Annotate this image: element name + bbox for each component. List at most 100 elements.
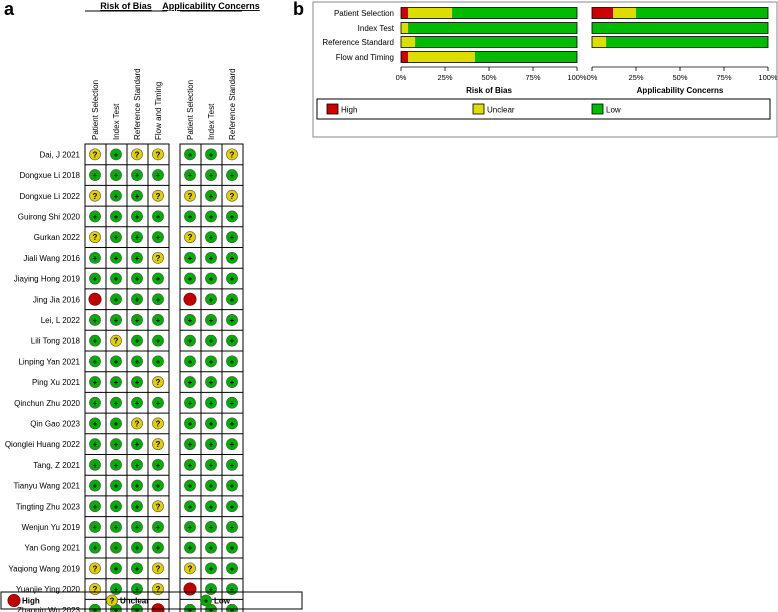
risk-marker-symbol: +: [114, 212, 119, 221]
risk-marker: [110, 189, 122, 202]
legend-label-low: Low: [214, 597, 231, 606]
applicability-marker: [184, 210, 196, 223]
risk-marker: [110, 458, 122, 471]
risk-marker-symbol: +: [93, 440, 98, 449]
risk-marker-symbol: +: [93, 399, 98, 408]
risk-marker-symbol: +: [114, 585, 119, 594]
risk-marker-symbol: +: [156, 212, 161, 221]
risk-marker: [152, 479, 164, 492]
risk-marker-symbol: ?: [156, 440, 161, 449]
applicability-marker-symbol: +: [230, 399, 235, 408]
risk-marker: [152, 438, 164, 451]
risk-marker-symbol: +: [93, 502, 98, 511]
bar-outline: [400, 22, 578, 34]
applicability-marker: [226, 603, 238, 612]
study-label: Qinchun Zhu 2020: [14, 399, 80, 408]
applicability-marker: [184, 251, 196, 264]
applicability-marker-symbol: +: [188, 275, 193, 284]
applicability-marker-symbol: +: [188, 482, 193, 491]
risk-marker: [110, 438, 122, 451]
study-label: Jiaying Hong 2019: [14, 275, 81, 284]
risk-marker-symbol: +: [93, 461, 98, 470]
risk-column-header: Flow and Timing: [154, 82, 163, 140]
risk-marker: [110, 562, 122, 575]
risk-marker: [89, 562, 101, 575]
applicability-marker: [226, 189, 238, 202]
risk-marker: [131, 189, 143, 202]
risk-marker: [89, 417, 101, 430]
risk-marker: [152, 376, 164, 388]
applicability-marker: [184, 521, 196, 533]
bar-segment: [592, 7, 614, 19]
legend-text-unclear: Unclear: [487, 106, 515, 115]
legend-text-high: High: [341, 106, 357, 115]
study-label: Ping Xu 2021: [32, 378, 81, 387]
applicability-marker: [226, 438, 238, 451]
applicability-marker-symbol: +: [230, 544, 235, 553]
bar-segment: [606, 36, 768, 48]
risk-marker-symbol: ?: [156, 585, 161, 594]
applicability-marker-symbol: +: [209, 275, 214, 284]
risk-marker: [89, 169, 101, 181]
risk-marker-symbol: ?: [156, 192, 161, 201]
risk-marker: [110, 314, 122, 326]
risk-marker: [89, 251, 101, 264]
applicability-marker: [205, 189, 217, 202]
risk-marker: [89, 314, 101, 326]
bar-segment: [401, 7, 409, 19]
legend-label-high: High: [22, 597, 40, 606]
study-label: Lili Tong 2018: [31, 337, 81, 346]
applicability-marker: [226, 500, 238, 513]
x-tick-label: 100%: [567, 73, 587, 82]
risk-marker-symbol: +: [114, 295, 119, 304]
applicability-marker: [184, 376, 196, 388]
risk-marker-symbol: ?: [93, 192, 98, 201]
risk-marker: [131, 458, 143, 471]
risk-marker: [89, 334, 101, 347]
applicability-marker: [226, 479, 238, 492]
applicability-marker-symbol: +: [209, 357, 214, 366]
study-label: Linping Yan 2021: [18, 357, 80, 366]
applicability-marker-symbol: +: [188, 502, 193, 511]
applicability-marker-symbol: +: [188, 357, 193, 366]
risk-marker: [110, 396, 122, 409]
study-label: Guirong Shi 2020: [18, 212, 81, 221]
risk-marker-symbol: +: [135, 316, 140, 325]
applicability-marker: [205, 376, 217, 388]
applicability-marker-symbol: +: [209, 564, 214, 573]
risk-of-bias-header: Risk of Bias: [100, 1, 152, 11]
applicability-marker: [205, 293, 217, 306]
risk-marker-symbol: +: [114, 233, 119, 242]
risk-marker-symbol: +: [135, 275, 140, 284]
risk-marker-symbol: ?: [93, 585, 98, 594]
risk-marker-symbol: +: [93, 544, 98, 553]
bar-segment: [415, 36, 577, 48]
bar-segment: [408, 51, 475, 63]
risk-column-header: Patient Selection: [91, 80, 100, 140]
legend-swatch-low: [591, 103, 604, 115]
legend-text-low: Low: [606, 106, 621, 115]
risk-marker: [89, 438, 101, 451]
study-label: Yaqiong Wang 2019: [8, 564, 80, 573]
risk-marker: [110, 293, 122, 306]
risk-marker: [89, 500, 101, 513]
risk-marker: [152, 521, 164, 533]
applicability-marker: [226, 231, 238, 244]
applicability-marker-symbol: +: [230, 357, 235, 366]
applicability-marker-symbol: +: [209, 461, 214, 470]
applicability-marker: [226, 562, 238, 575]
risk-marker: [131, 293, 143, 306]
risk-marker: [110, 417, 122, 430]
risk-marker-symbol: +: [93, 523, 98, 532]
risk-marker: [131, 603, 143, 612]
applicability-marker: [226, 210, 238, 223]
risk-marker: [152, 562, 164, 575]
x-tick-label: 25%: [437, 73, 452, 82]
risk-marker: [89, 148, 101, 161]
risk-marker-symbol: +: [114, 461, 119, 470]
applicability-marker: [226, 541, 238, 554]
applicability-marker-symbol: +: [188, 150, 193, 159]
legend-marker-low: [200, 594, 212, 607]
risk-marker: [89, 541, 101, 554]
applicability-marker: [226, 521, 238, 533]
